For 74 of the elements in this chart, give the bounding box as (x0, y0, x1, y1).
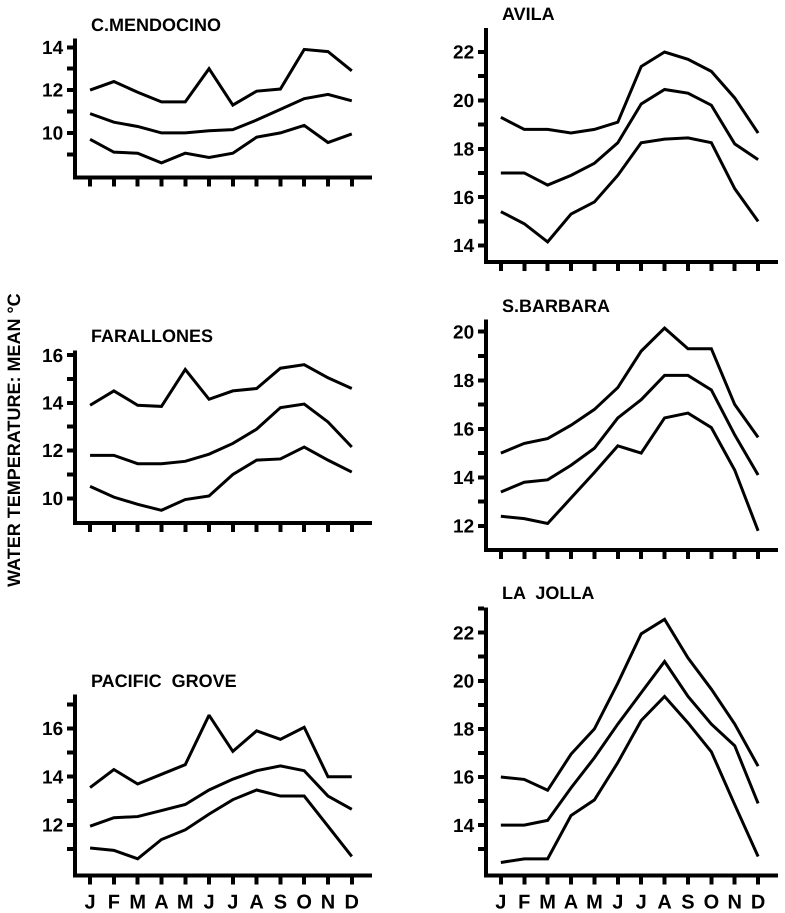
x-tick-label: J (495, 891, 506, 913)
y-tick-label: 20 (453, 322, 474, 344)
y-tick-label: 12 (42, 441, 64, 462)
line-series (499, 412, 760, 532)
line-series (88, 446, 354, 512)
y-tick-label: 16 (453, 188, 474, 209)
x-tick-label: D (750, 891, 766, 913)
y-axis-title: WATER TEMPERATURE: MEAN °C (4, 293, 24, 587)
chart-title: FARALLONES (91, 326, 214, 346)
y-tick-label: 10 (42, 124, 64, 145)
chart-title: LA JOLLA (502, 583, 594, 603)
y-tick-label: 14 (42, 767, 64, 788)
x-tick-label: M (176, 891, 194, 913)
line-series (88, 714, 354, 790)
line-series (88, 764, 354, 828)
y-tick-label: 12 (453, 516, 474, 538)
x-tick-label: N (320, 891, 336, 913)
line-series (499, 618, 760, 792)
y-tick-label: 20 (453, 671, 474, 692)
chart-title: C.MENDOCINO (91, 15, 221, 35)
x-tick-label: A (657, 891, 672, 913)
x-tick-label: F (518, 891, 530, 913)
y-tick-label: 12 (42, 816, 64, 837)
line-series (499, 50, 760, 135)
y-tick-label: 14 (453, 236, 475, 258)
chart-title: S.BARBARA (502, 296, 610, 316)
x-tick-label: O (704, 891, 720, 913)
line-series (499, 88, 760, 187)
x-tick-label: O (296, 891, 312, 913)
line-series (88, 788, 354, 860)
x-tick-label: M (539, 891, 556, 913)
y-tick-label: 14 (42, 394, 64, 414)
line-series (499, 660, 760, 827)
x-tick-label: J (227, 891, 238, 913)
line-series (499, 136, 760, 244)
chart-title: PACIFIC GROVE (91, 671, 237, 691)
x-tick-label: M (129, 891, 146, 913)
x-tick-label: A (249, 891, 264, 913)
x-tick-label: A (154, 891, 169, 913)
line-series (499, 374, 760, 494)
line-series (88, 363, 354, 408)
y-tick-label: 12 (42, 80, 64, 102)
line-series (88, 48, 354, 107)
y-tick-label: 14 (453, 468, 475, 490)
line-series (88, 92, 354, 134)
line-series (88, 402, 354, 466)
x-tick-label: J (84, 891, 96, 913)
x-tick-label: M (586, 891, 603, 913)
y-tick-label: 10 (42, 488, 64, 510)
y-tick-label: 18 (453, 720, 474, 741)
y-tick-label: 20 (453, 91, 474, 112)
y-tick-label: 22 (453, 42, 474, 64)
x-tick-label: J (203, 891, 215, 913)
x-tick-label: S (274, 891, 288, 913)
x-tick-label: D (344, 891, 360, 913)
x-tick-label: A (564, 891, 578, 913)
line-series (499, 694, 760, 864)
y-tick-label: 16 (42, 346, 64, 367)
line-series (499, 326, 760, 455)
x-tick-label: J (612, 891, 624, 913)
x-tick-label: J (636, 891, 647, 913)
y-tick-label: 14 (42, 38, 64, 59)
y-tick-label: 22 (453, 623, 474, 644)
x-tick-label: F (108, 891, 120, 913)
line-series (88, 124, 354, 164)
x-tick-label: N (728, 891, 742, 913)
x-tick-label: S (681, 891, 695, 913)
y-tick-label: 16 (42, 719, 64, 740)
y-tick-label: 18 (453, 139, 474, 160)
chart-title: AVILA (502, 4, 555, 24)
y-tick-label: 16 (453, 419, 474, 440)
y-tick-label: 14 (453, 816, 475, 837)
y-tick-label: 18 (453, 370, 474, 392)
y-tick-label: 16 (453, 768, 474, 789)
